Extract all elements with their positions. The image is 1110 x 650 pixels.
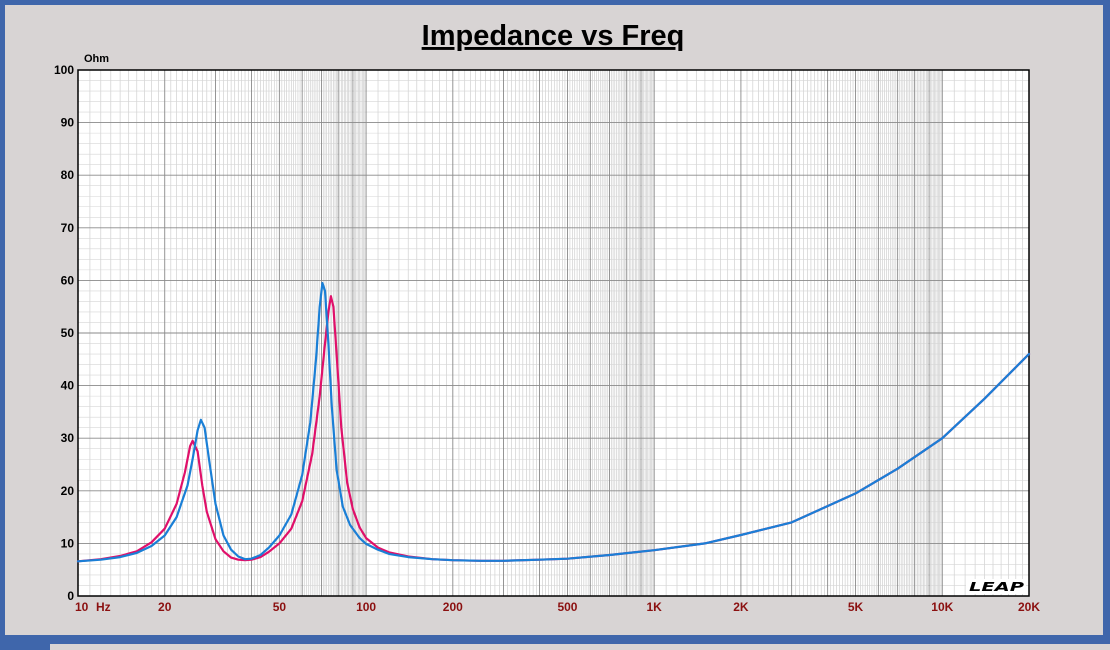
plot-frame [77, 69, 1030, 597]
x-tick-label: 1K [647, 600, 663, 614]
y-tick-label: 70 [61, 221, 75, 235]
chart-title: Impedance vs Freq [422, 20, 685, 52]
bottom-panel [50, 644, 1110, 650]
y-tick-label: 60 [61, 273, 75, 287]
x-tick-label: 10 [75, 600, 89, 614]
x-tick-label: 50 [273, 600, 287, 614]
y-tick-label: 100 [54, 63, 74, 77]
y-tick-label: 90 [61, 116, 75, 130]
watermark-bg [966, 579, 1026, 594]
y-tick-label: 50 [61, 326, 75, 340]
x-tick-label: 500 [557, 600, 577, 614]
x-tick-label: 5K [848, 600, 864, 614]
impedance-curves [76, 281, 1031, 563]
y-tick-label: 20 [61, 484, 75, 498]
leap-logo: LEAP [969, 580, 1024, 594]
x-tick-label: 100 [356, 600, 376, 614]
x-tick-label: 2K [733, 600, 749, 614]
y-tick-label: 10 [61, 536, 75, 550]
impedance-series-line [76, 281, 1031, 563]
x-tick-label: 200 [443, 600, 463, 614]
y-tick-label: 40 [61, 379, 75, 393]
x-axis-ticks: 10 20 50 100 200 500 1K 2K 5K 10K 20K [75, 600, 1040, 614]
x-axis-unit: Hz [96, 600, 111, 614]
x-tick-label: 20K [1018, 600, 1040, 614]
major-gridlines [78, 70, 1029, 596]
y-axis-unit: Ohm [84, 53, 109, 65]
x-tick-label: 20 [158, 600, 172, 614]
y-tick-label: 80 [61, 168, 75, 182]
x-tick-label: 10K [931, 600, 953, 614]
y-tick-label: 30 [61, 431, 75, 445]
y-axis-ticks: 0 10 20 30 40 50 60 70 80 90 100 [54, 63, 74, 603]
y-tick-label: 0 [67, 589, 74, 603]
